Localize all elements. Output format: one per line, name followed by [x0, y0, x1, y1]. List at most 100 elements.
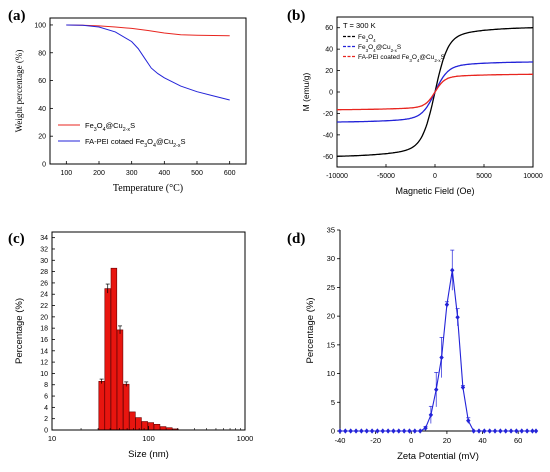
- x-tick-label-b: -5000: [377, 173, 395, 180]
- x-tick-label-d: 0: [409, 436, 413, 445]
- x-tick-label-c: 1000: [237, 434, 254, 443]
- x-axis-label-b: Magnetic Field (Oe): [395, 186, 474, 196]
- y-tick-label-b: -40: [323, 132, 333, 139]
- y-tick-label-b: 20: [325, 68, 333, 75]
- x-tick-label-a: 100: [60, 170, 72, 177]
- y-tick-label-a: 100: [34, 22, 46, 29]
- data-point-d-8: [380, 428, 385, 434]
- panel-a: (a) 100 200 300 400 500 600 0 20 40 60 80 100 Tempera…: [8, 8, 247, 194]
- y-tick-label-c: 22: [40, 303, 48, 310]
- y-tick-label-a: 20: [38, 134, 46, 141]
- y-tick-label-c: 16: [40, 337, 48, 344]
- x-tick-label-a: 300: [126, 170, 138, 177]
- y-tick-label-c: 0: [44, 428, 48, 435]
- x-tick-label-b: 10000: [523, 173, 543, 180]
- data-point-d-21: [450, 267, 455, 273]
- data-point-d-1: [343, 428, 348, 434]
- y-tick-label-c: 24: [40, 292, 48, 299]
- panel-label-a: (a): [8, 8, 26, 24]
- y-tick-label-d: 30: [327, 254, 335, 263]
- y-axis-label-b: M (emu/g): [301, 72, 311, 111]
- y-tick-label-d: 35: [327, 226, 335, 235]
- data-point-d-4: [359, 428, 364, 434]
- bar-c-0: [98, 380, 105, 431]
- data-point-d-37: [533, 428, 539, 434]
- bar-c-3: [116, 329, 124, 431]
- y-tick-label-d: 5: [331, 398, 335, 407]
- y-axis-label-a: Weight percentage (%): [14, 50, 24, 133]
- series-line-a-0: [66, 24, 230, 37]
- data-point-d-29: [492, 428, 498, 434]
- y-axis-label-c: Percentage (%): [14, 298, 25, 364]
- y-tick-label-c: 28: [40, 269, 48, 276]
- y-tick-label-d: 20: [327, 312, 335, 321]
- y-tick-label-c: 26: [40, 280, 48, 287]
- data-point-d-35: [524, 428, 530, 434]
- data-point-d-18: [434, 387, 439, 393]
- bar-c-6: [135, 417, 142, 431]
- y-tick-label-c: 2: [44, 416, 48, 423]
- y-tick-label-b: 0: [329, 90, 333, 97]
- legend-label-a-0: Fe3O4@Cu2-xS: [85, 121, 135, 133]
- y-tick-label-b: 40: [325, 47, 333, 54]
- y-tick-label-c: 10: [40, 371, 48, 378]
- y-tick-label-a: 80: [38, 50, 46, 57]
- y-tick-label-c: 18: [40, 326, 48, 333]
- y-tick-label-c: 6: [44, 394, 48, 401]
- data-point-d-10: [391, 428, 396, 434]
- data-point-d-15: [417, 428, 423, 434]
- data-point-d-22: [455, 314, 460, 320]
- legend-label-b-2: FA-PEI coated Fe3O4@Cu2-xS: [358, 54, 446, 63]
- y-tick-label-a: 0: [42, 162, 46, 169]
- plot-frame-a: [49, 17, 247, 165]
- legend-label-b-1: Fe3O4@Cu2-xS: [358, 44, 402, 53]
- data-point-d-19: [439, 354, 444, 361]
- y-axis-label-d: Percentage (%): [305, 297, 316, 363]
- y-tick-label-c: 30: [40, 258, 48, 265]
- y-tick-label-c: 14: [40, 348, 48, 355]
- data-point-d-30: [498, 428, 503, 434]
- bar-c-7: [141, 421, 148, 431]
- annotation-temperature-b: T = 300 K: [343, 21, 376, 30]
- data-point-d-16: [423, 425, 428, 431]
- bar-c-5: [129, 411, 136, 431]
- x-tick-label-d: -20: [370, 436, 381, 445]
- data-point-d-9: [385, 428, 391, 434]
- y-tick-label-b: -20: [323, 111, 333, 118]
- data-point-d-17: [428, 412, 434, 418]
- data-point-d-25: [471, 428, 476, 434]
- x-tick-label-a: 500: [191, 170, 203, 177]
- x-tick-label-b: 0: [433, 173, 437, 180]
- panel-c: (c)10 100 10000246810121416182022242628303…: [8, 231, 253, 460]
- x-axis-label-d: Zeta Potential (mV): [397, 451, 479, 462]
- data-point-d-0: [337, 428, 343, 434]
- y-tick-label-c: 4: [44, 405, 48, 412]
- y-tick-label-a: 60: [38, 78, 46, 85]
- data-point-d-23: [460, 384, 466, 390]
- bar-c-1: [104, 288, 111, 431]
- x-tick-label-d: -40: [335, 436, 346, 445]
- series-line-b-2: [337, 73, 533, 111]
- bar-c-2: [110, 267, 118, 431]
- bar-c-10: [159, 426, 167, 431]
- y-tick-label-d: 15: [327, 340, 335, 349]
- y-tick-label-b: 60: [325, 25, 333, 32]
- bar-c-9: [153, 423, 161, 431]
- y-tick-label-c: 12: [40, 360, 48, 367]
- data-point-d-11: [396, 428, 401, 434]
- legend-label-a-1: FA-PEI cotaed Fe3O4@Cu2-xS: [85, 137, 186, 149]
- x-tick-label-d: 60: [514, 436, 522, 445]
- data-point-d-26: [476, 428, 482, 434]
- x-tick-label-c: 10: [48, 434, 56, 443]
- data-point-d-13: [407, 428, 412, 434]
- data-point-d-36: [530, 428, 535, 434]
- x-tick-label-a: 200: [93, 170, 105, 177]
- series-line-a-1: [66, 24, 230, 101]
- data-point-d-28: [487, 428, 492, 434]
- data-point-d-34: [519, 428, 524, 434]
- data-point-d-24: [466, 418, 471, 424]
- panel-d: (d) -40 -20 0 20 40 60 0 5 10 15 20 25 30 35 Zeta Poten…: [287, 226, 539, 462]
- x-tick-label-d: 40: [478, 436, 486, 445]
- data-point-d-33: [514, 428, 519, 434]
